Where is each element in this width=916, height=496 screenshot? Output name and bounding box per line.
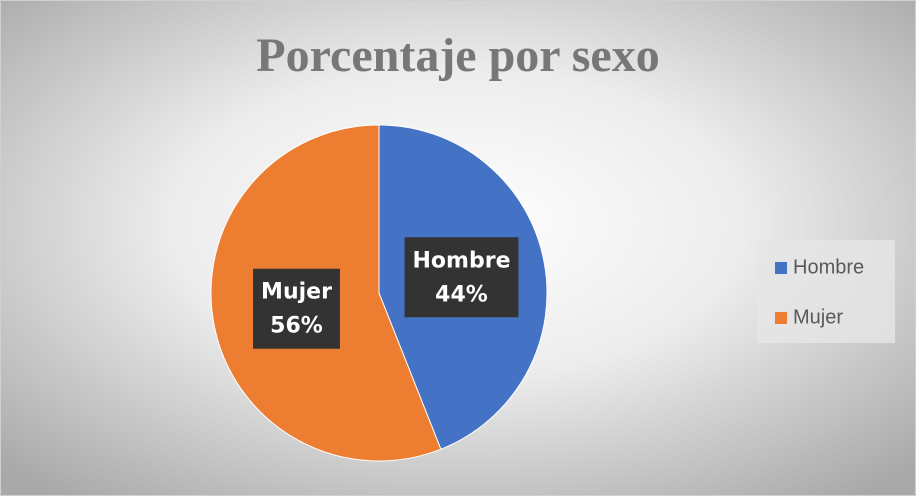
- data-label-category: Mujer: [261, 280, 332, 305]
- data-label-value: 56%: [270, 314, 323, 339]
- legend-swatch: [775, 312, 787, 324]
- chart-title: Porcentaje por sexo: [256, 29, 659, 82]
- data-label: Hombre 44%: [404, 237, 519, 318]
- legend-label: Hombre: [793, 256, 864, 278]
- data-label: Mujer 56%: [253, 268, 340, 349]
- data-label-box: [404, 237, 519, 318]
- legend-label: Mujer: [793, 306, 843, 328]
- legend-box: [757, 240, 895, 343]
- data-label-value: 44%: [435, 282, 488, 307]
- data-label-category: Hombre: [413, 248, 511, 273]
- data-label-box: [253, 268, 340, 349]
- legend-swatch: [775, 262, 787, 274]
